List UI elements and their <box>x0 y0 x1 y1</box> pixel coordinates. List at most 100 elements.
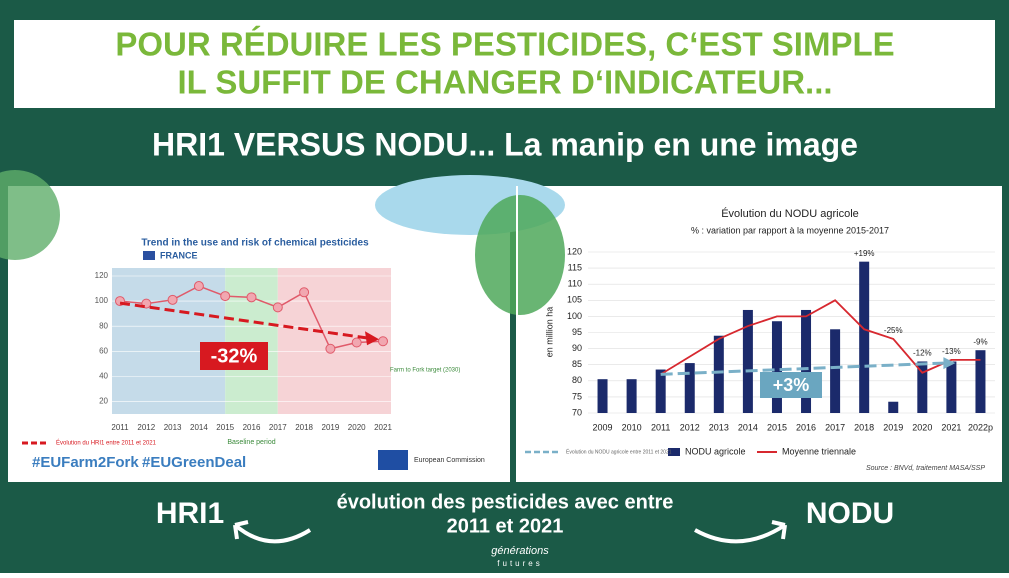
target-label: Farm to Fork target (2030) <box>390 368 460 374</box>
footer-text: évolution des pesticides avec entre <box>337 491 674 513</box>
x-tick-label: 2014 <box>738 422 758 432</box>
y-tick-label: 85 <box>572 359 582 369</box>
header-box <box>14 20 995 108</box>
data-point <box>246 292 257 303</box>
y-tick-label: 120 <box>567 246 582 256</box>
charts: Trend in the use and risk of chemical pe… <box>22 207 995 472</box>
bar <box>946 361 957 413</box>
y-tick-label: 100 <box>567 311 582 321</box>
x-tick-label: 2009 <box>593 422 613 432</box>
y-tick-label: 20 <box>99 397 108 406</box>
y-tick-label: 70 <box>572 407 582 417</box>
subtitle: HRI1 VERSUS NODU... La manip en une imag… <box>152 126 858 162</box>
arrow <box>233 523 312 544</box>
trend-arrow <box>660 361 944 376</box>
legend-label: Moyenne triennale <box>782 446 856 456</box>
y-tick-label: 80 <box>572 375 582 385</box>
band-label: Baseline period <box>227 439 275 446</box>
bar <box>655 369 666 413</box>
x-tick-label: 2012 <box>137 423 155 432</box>
legend-swatch <box>668 448 680 456</box>
flag <box>143 251 155 260</box>
bar-label: -13% <box>942 347 961 356</box>
bar-label: -12% <box>913 349 932 358</box>
x-tick-label: 2015 <box>767 422 787 432</box>
bar <box>830 329 841 413</box>
hashtag: #EUFarm2Fork <box>32 454 139 471</box>
bar <box>975 350 986 413</box>
x-tick-label: 2011 <box>651 422 670 432</box>
bar <box>713 335 724 413</box>
header-line: POUR RÉDUIRE LES PESTICIDES, C‘EST SIMPL… <box>115 26 894 63</box>
x-tick-label: 2016 <box>243 423 261 432</box>
chart-title: Évolution du NODU agricole <box>721 207 859 220</box>
legend-label: Évolution du NODU agricole entre 2011 et… <box>566 448 672 455</box>
eu-flag <box>378 450 408 470</box>
x-tick-label: 2018 <box>295 423 313 432</box>
footer-text: 2011 et 2021 <box>447 515 564 537</box>
bar <box>801 309 812 413</box>
x-tick-label: 2019 <box>883 422 903 432</box>
x-tick-label: 2013 <box>164 423 182 432</box>
x-tick-label: 2014 <box>190 423 208 432</box>
trend-arrow-head <box>943 357 956 370</box>
y-tick-label: 40 <box>99 371 108 380</box>
chart-subtitle: FRANCE <box>160 250 198 260</box>
y-tick-label: 100 <box>95 296 109 305</box>
y-tick-label: 75 <box>572 391 582 401</box>
footer-left: HRI1 <box>156 497 224 530</box>
baseline-band <box>112 268 226 414</box>
x-tick-label: 2021 <box>374 423 392 432</box>
bar-label: -25% <box>884 326 903 335</box>
data-point <box>325 343 336 354</box>
x-tick-label: 2015 <box>216 423 234 432</box>
data-point <box>193 281 204 292</box>
data-point <box>299 287 310 298</box>
y-tick-label: 105 <box>567 295 582 305</box>
x-tick-label: 2021 <box>941 422 961 432</box>
bar <box>771 321 782 413</box>
arrow-head <box>771 520 787 540</box>
logo: European Commission <box>414 457 485 464</box>
y-tick-label: 80 <box>99 321 108 330</box>
y-tick-label: 115 <box>568 262 582 272</box>
x-tick-label: 2019 <box>322 423 340 432</box>
bar <box>626 379 637 413</box>
chart-subtitle: % : variation par rapport à la moyenne 2… <box>691 225 889 235</box>
average-line <box>660 299 981 376</box>
x-tick-label: 2020 <box>348 423 366 432</box>
bar-label: +19% <box>854 249 875 258</box>
data-point <box>220 291 231 302</box>
y-axis-label: en million ha <box>544 307 554 358</box>
x-tick-label: 2022p <box>968 422 993 432</box>
x-tick-label: 2018 <box>854 422 874 432</box>
x-tick-label: 2017 <box>825 422 845 432</box>
change-box <box>760 372 822 398</box>
y-tick-label: 60 <box>99 346 108 355</box>
bar <box>597 379 608 413</box>
divider <box>516 186 518 482</box>
y-tick-label: 95 <box>572 327 582 337</box>
legend-label: Évolution du HRI1 entre 2011 et 2021 <box>56 440 157 447</box>
data-point <box>351 337 362 348</box>
bar <box>917 361 928 413</box>
legend-label: NODU agricole <box>685 446 746 456</box>
trend-arrow-head <box>365 331 379 346</box>
hashtag: #EUGreenDeal <box>142 454 246 471</box>
x-tick-label: 2010 <box>622 422 642 432</box>
y-tick-label: 110 <box>568 279 582 289</box>
brand: futures <box>497 559 542 568</box>
change-box <box>200 342 268 370</box>
footer-right: NODU <box>806 497 894 530</box>
bar <box>859 261 870 413</box>
chart-title: Trend in the use and risk of chemical pe… <box>141 238 369 249</box>
x-tick-label: 2013 <box>709 422 729 432</box>
trend-arrow <box>119 301 370 340</box>
header-line: IL SUFFIT DE CHANGER D‘INDICATEUR... <box>177 64 832 101</box>
arrow <box>694 523 787 544</box>
right-panel <box>516 186 1002 482</box>
change-label: +3% <box>773 375 810 395</box>
leaf <box>475 195 565 315</box>
x-tick-label: 2016 <box>796 422 816 432</box>
